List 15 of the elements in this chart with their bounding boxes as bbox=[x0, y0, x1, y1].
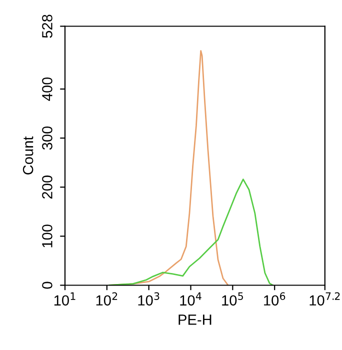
x-tick-label: 10$^{2}$ bbox=[96, 292, 118, 306]
x-tick-label: 10$^{5}$ bbox=[222, 292, 243, 306]
x-tick-label: 10$^{6}$ bbox=[264, 292, 286, 306]
y-tick-label: 200 bbox=[42, 176, 52, 199]
x-axis-title: PE-H bbox=[178, 314, 212, 325]
y-tick-label: 300 bbox=[42, 126, 52, 150]
y-tick-label: 0 bbox=[42, 282, 52, 289]
x-tick-label: 10$^{7.2}$ bbox=[310, 292, 340, 306]
x-tick-label: 10$^{3}$ bbox=[138, 292, 160, 306]
y-tick-label: 528 bbox=[42, 14, 52, 38]
x-tick-label: 10$^{1}$ bbox=[54, 292, 76, 306]
x-tick-label: 10$^{4}$ bbox=[180, 292, 202, 306]
y-axis-title: Count bbox=[22, 136, 34, 174]
y-tick-label: 400 bbox=[42, 77, 52, 101]
y-tick-label: 100 bbox=[42, 224, 52, 248]
